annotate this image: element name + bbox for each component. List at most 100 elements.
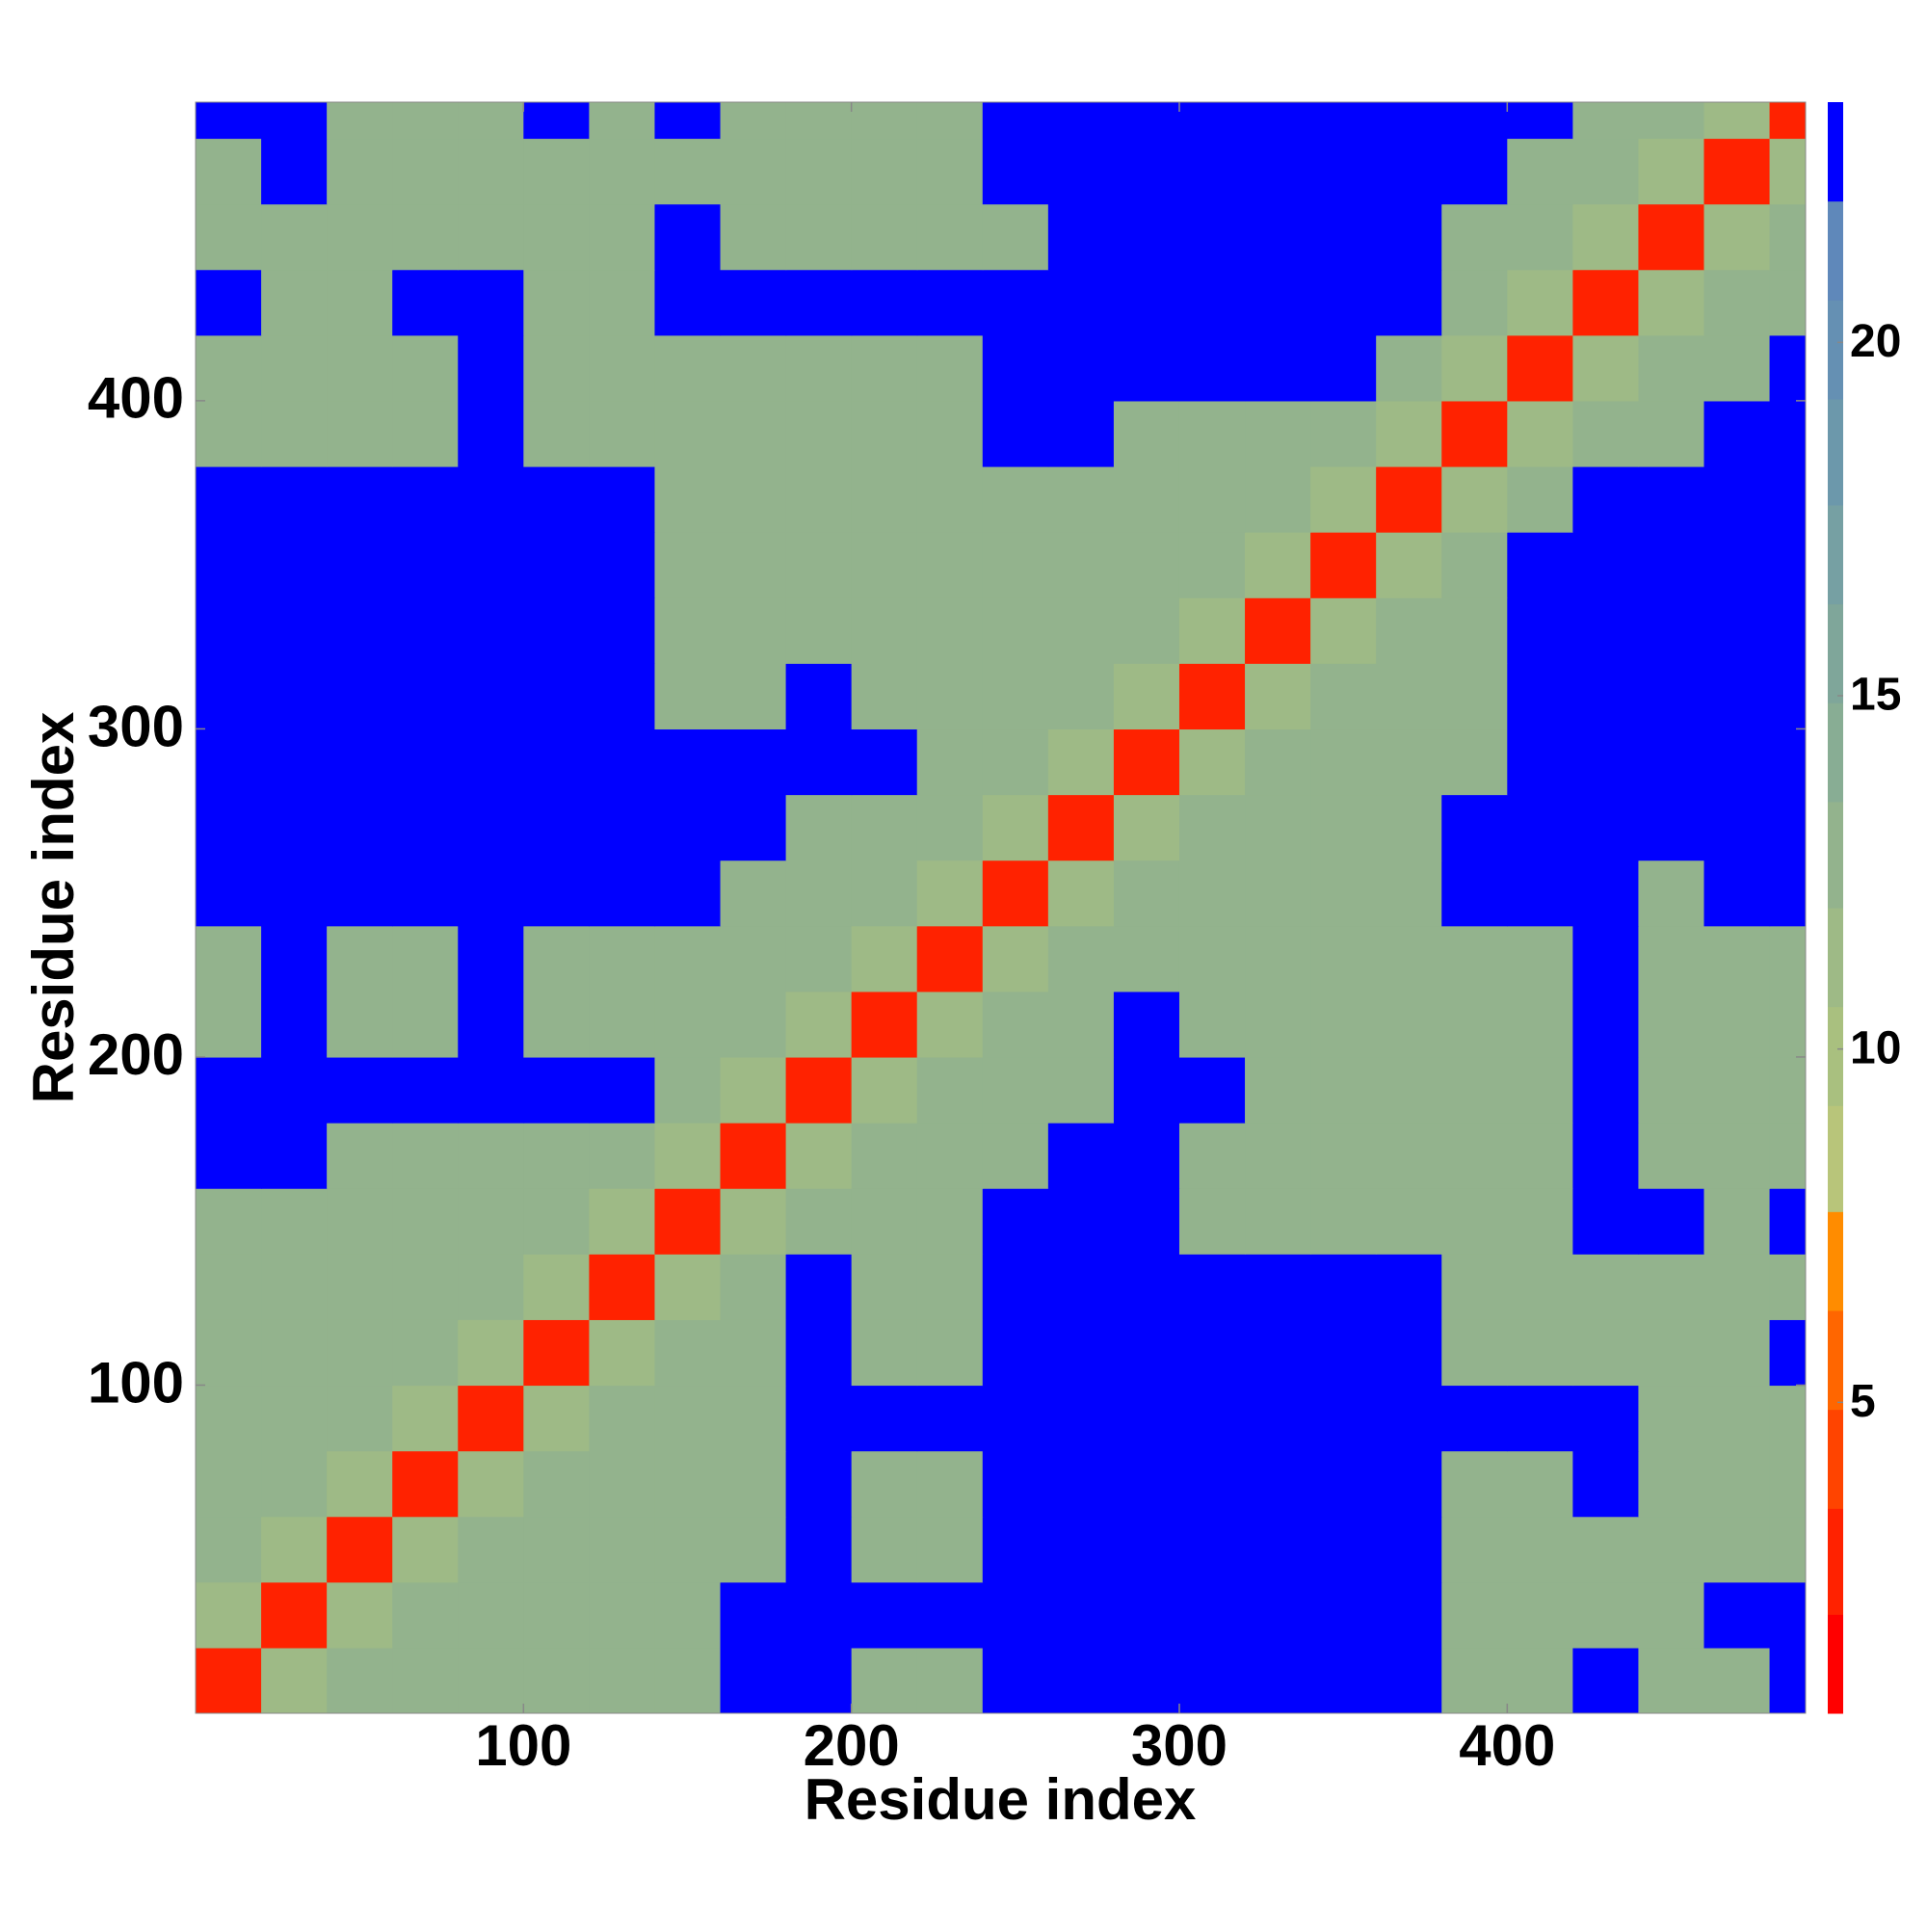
heatmap-cell (327, 663, 393, 730)
heatmap-cell (589, 1188, 656, 1255)
heatmap-cell (1047, 203, 1115, 271)
heatmap-cell (785, 597, 853, 664)
heatmap-cell (1310, 728, 1377, 796)
heatmap-cell (982, 102, 1049, 140)
heatmap-cell (982, 400, 1049, 467)
heatmap-cell (392, 1188, 459, 1255)
heatmap-cell (1638, 465, 1705, 533)
heatmap-cell (1572, 597, 1640, 664)
heatmap-cell (1310, 1516, 1377, 1583)
heatmap-cell (785, 860, 853, 927)
heatmap-cell (785, 203, 853, 271)
heatmap-cell (1507, 1450, 1573, 1518)
heatmap-cell (261, 1516, 328, 1583)
heatmap-cell (1376, 663, 1442, 730)
heatmap-cell (1376, 532, 1442, 598)
heatmap-cell (851, 1581, 918, 1649)
heatmap-cell (458, 203, 524, 271)
heatmap-cell (523, 465, 590, 533)
heatmap-cell (1376, 1254, 1442, 1320)
colorbar-band (1828, 200, 1843, 301)
heatmap-cell (1703, 1516, 1771, 1583)
heatmap-cell (916, 860, 984, 927)
heatmap-cell (327, 860, 393, 927)
heatmap-cell (1507, 269, 1573, 336)
heatmap-cell (1638, 138, 1705, 205)
heatmap-cell (1245, 532, 1311, 598)
heatmap-cell (1441, 728, 1508, 796)
heatmap-cell (589, 1516, 656, 1583)
heatmap-cell (1245, 400, 1311, 467)
heatmap-cell (327, 1123, 393, 1189)
heatmap-cell (1047, 269, 1115, 336)
heatmap-cell (196, 400, 262, 467)
heatmap-cell (1441, 1123, 1508, 1189)
heatmap-cell (1047, 1254, 1115, 1320)
heatmap-cell (589, 138, 656, 205)
heatmap-cell (1376, 102, 1442, 140)
heatmap-cell (982, 663, 1049, 730)
heatmap-cell (1638, 1385, 1705, 1452)
x-tick-label: 400 (1459, 1713, 1555, 1778)
heatmap-cell (1376, 1450, 1442, 1518)
heatmap-cell (589, 1581, 656, 1649)
heatmap-cell (392, 794, 459, 861)
heatmap-cell (1507, 794, 1573, 861)
heatmap-cell (327, 1450, 393, 1518)
heatmap-cell (458, 532, 524, 598)
heatmap-cell (392, 1056, 459, 1124)
heatmap-cell (327, 1647, 393, 1713)
heatmap-cell (1113, 1056, 1180, 1124)
heatmap-cell (261, 663, 328, 730)
heatmap-cell (392, 400, 459, 467)
heatmap-cell (1507, 1056, 1573, 1124)
heatmap-cell (1572, 102, 1640, 140)
heatmap-cell (1638, 728, 1705, 796)
heatmap-cell (785, 465, 853, 533)
heatmap-cell (1441, 138, 1508, 205)
heatmap-cell (916, 1581, 984, 1649)
heatmap-cell (196, 334, 262, 402)
heatmap-cell (654, 663, 722, 730)
heatmap-cell (916, 1385, 984, 1452)
heatmap-cell (1376, 1647, 1442, 1713)
heatmap-cell (1178, 1581, 1246, 1649)
heatmap-cell (1441, 1647, 1508, 1713)
heatmap-cell (1769, 269, 1806, 336)
heatmap-cell (1441, 794, 1508, 861)
heatmap-cell (1178, 728, 1246, 796)
heatmap-cell (261, 1056, 328, 1124)
heatmap-cell (1376, 138, 1442, 205)
heatmap-cell (327, 532, 393, 598)
heatmap-cell (1113, 1188, 1180, 1255)
heatmap-cell (1638, 991, 1705, 1058)
heatmap-cell (1178, 138, 1246, 205)
heatmap-cell (392, 1647, 459, 1713)
heatmap-cell (196, 203, 262, 271)
heatmap-cell (785, 1450, 853, 1518)
heatmap-cell (654, 532, 722, 598)
heatmap-cell (1113, 1516, 1180, 1583)
heatmap-cell (785, 532, 853, 598)
heatmap-cell (916, 138, 984, 205)
heatmap-cell (327, 1581, 393, 1649)
heatmap-cell (785, 794, 853, 861)
heatmap-cell (1507, 1516, 1573, 1583)
heatmap-cell (1638, 1319, 1705, 1387)
heatmap-cell (523, 860, 590, 927)
x-axis-title: Residue index (805, 1767, 1197, 1832)
heatmap-cell (1376, 1056, 1442, 1124)
colorbar-band (1828, 1409, 1843, 1509)
heatmap-cell (1703, 1188, 1771, 1255)
heatmap-cell (523, 991, 590, 1058)
heatmap-cell (1572, 1056, 1640, 1124)
heatmap-cell (1572, 1516, 1640, 1583)
heatmap-cell (261, 1581, 328, 1649)
heatmap-cell (1572, 334, 1640, 402)
heatmap-cell (1638, 794, 1705, 861)
heatmap-cell (1113, 334, 1180, 402)
heatmap-cell (261, 1254, 328, 1320)
heatmap-cell (982, 1056, 1049, 1124)
heatmap-cell (1638, 102, 1705, 140)
